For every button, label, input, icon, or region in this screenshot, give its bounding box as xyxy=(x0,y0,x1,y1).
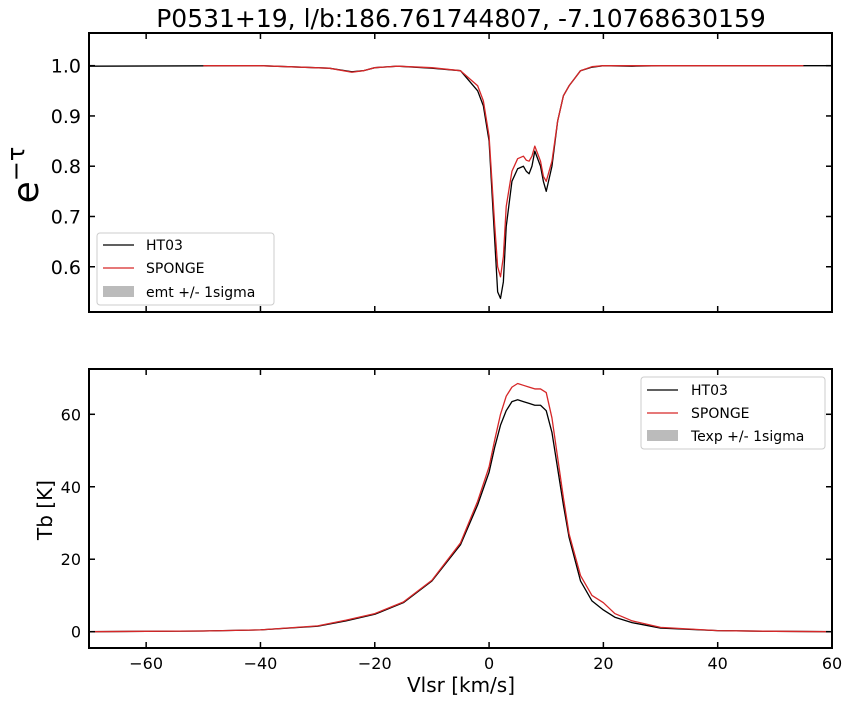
top-ticks: 0.6 0.7 0.8 0.9 1.0 xyxy=(51,33,833,312)
bottom-legend-ht03-label: HT03 xyxy=(691,383,728,399)
top-legend: HT03 SPONGE emt +/- 1sigma xyxy=(96,232,275,306)
bottom-y-tick-label: 0 xyxy=(71,623,81,642)
bottom-plot-frame xyxy=(88,368,833,649)
top-series-group xyxy=(88,65,832,300)
top-legend-box xyxy=(96,232,275,306)
top-legend-band-swatch xyxy=(103,286,134,297)
bottom-series-ht03-line xyxy=(88,399,833,633)
top-y-tick-label: 1.0 xyxy=(51,56,81,78)
bottom-legend-band-label: Texp +/- 1sigma xyxy=(690,429,804,445)
top-legend-band-label: emt +/- 1sigma xyxy=(146,285,255,301)
x-axis-label: Vlsr [km/s] xyxy=(407,673,515,697)
bottom-x-tick-label: −60 xyxy=(129,654,163,673)
top-y-tick-label: 0.9 xyxy=(51,106,81,128)
top-y-axis-label: e−τ xyxy=(2,147,47,204)
bottom-legend-box xyxy=(640,376,826,450)
top-series-sponge-line xyxy=(203,65,804,278)
top-y-tick-label: 0.8 xyxy=(51,156,81,178)
chart-title: P0531+19, l/b:186.761744807, -7.10768630… xyxy=(156,4,766,33)
top-panel: 0.6 0.7 0.8 0.9 1.0 e−τ HT03 SPONGE emt +/- … xyxy=(2,32,833,313)
bottom-legend-sponge-label: SPONGE xyxy=(691,406,750,422)
bottom-series-sponge-line xyxy=(88,382,833,633)
top-legend-sponge-label: SPONGE xyxy=(146,261,205,277)
bottom-y-tick-label: 20 xyxy=(61,550,81,569)
bottom-panel: −60 −40 −20 0 20 40 60 0 20 40 60 Tb [K] Vlsr [km/… xyxy=(33,368,842,697)
bottom-series-group xyxy=(88,382,833,633)
bottom-x-tick-label: 20 xyxy=(593,654,613,673)
bottom-ticks: −60 −40 −20 0 20 40 60 0 20 40 60 xyxy=(61,369,842,673)
bottom-x-tick-label: 60 xyxy=(822,654,842,673)
top-y-tick-label: 0.7 xyxy=(51,206,81,228)
top-y-tick-label: 0.6 xyxy=(51,257,81,279)
bottom-legend: HT03 SPONGE Texp +/- 1sigma xyxy=(640,376,826,450)
bottom-x-tick-label: 0 xyxy=(484,654,494,673)
bottom-x-tick-label: −40 xyxy=(244,654,278,673)
top-plot-frame xyxy=(88,32,833,313)
bottom-y-tick-label: 60 xyxy=(61,405,81,424)
bottom-x-tick-label: 40 xyxy=(708,654,728,673)
bottom-y-tick-label: 40 xyxy=(61,478,81,497)
bottom-legend-band-swatch xyxy=(647,430,678,441)
bottom-x-tick-label: −20 xyxy=(358,654,392,673)
bottom-y-axis-label: Tb [K] xyxy=(33,480,57,541)
top-legend-ht03-label: HT03 xyxy=(146,238,183,254)
